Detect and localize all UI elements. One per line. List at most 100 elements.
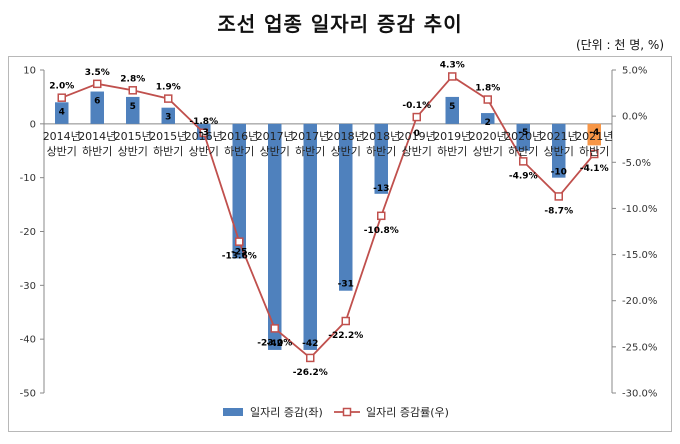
- bar: [268, 123, 282, 350]
- rate-line: [61, 75, 595, 360]
- bar: [374, 123, 388, 194]
- x-tick-label-year: 2017년: [256, 130, 294, 143]
- x-tick-label-half: 상반기: [402, 145, 432, 158]
- rate-value-label: -4.1%: [580, 164, 609, 174]
- x-tick-label-half: 상반기: [260, 145, 290, 158]
- y-left-tick-label: -10: [20, 173, 36, 184]
- x-tick-label-half: 하반기: [437, 144, 467, 158]
- rate-value-label: -22.2%: [328, 331, 363, 341]
- x-tick-label-half: 하반기: [295, 144, 325, 158]
- bar-value-label: -5: [518, 128, 528, 138]
- rate-value-label: -23.0%: [257, 338, 292, 348]
- x-tick-label-half: 하반기: [153, 144, 183, 158]
- x-tick-label-year: 2020년: [469, 130, 507, 143]
- rate-value-label: -10.8%: [364, 226, 399, 236]
- rate-marker: [448, 72, 457, 81]
- rate-value-label: -13.6%: [222, 252, 257, 262]
- rate-marker: [341, 316, 350, 326]
- x-tick-label-half: 상반기: [47, 145, 77, 158]
- x-tick-label-half: 하반기: [366, 144, 396, 158]
- bar-value-label: 5: [130, 102, 136, 112]
- y-left-tick-label: 10: [23, 66, 36, 77]
- rate-marker: [554, 192, 563, 201]
- legend-bar-swatch: [223, 408, 243, 416]
- bar: [445, 96, 459, 124]
- rate-marker: [164, 94, 173, 103]
- bar-value-label: -25: [231, 247, 247, 257]
- x-tick-label-half: 상반기: [331, 145, 361, 158]
- y-right-tick-label: -10.0%: [622, 204, 657, 215]
- x-tick-label-year: 2019년: [433, 130, 471, 143]
- bar: [303, 123, 317, 350]
- rate-marker: [199, 128, 208, 138]
- y-right-tick-label: -15.0%: [622, 250, 657, 261]
- bar-value-label: 4: [59, 107, 65, 117]
- x-tick-label-year: 2017년: [291, 130, 329, 143]
- y-right-tick-label: -25.0%: [622, 342, 657, 353]
- y-left-tick-label: -30: [20, 281, 36, 292]
- x-tick-label-half: 하반기: [579, 144, 609, 158]
- bar-value-label: -42: [267, 339, 283, 349]
- bar-value-label: 5: [449, 102, 455, 112]
- y-left-tick-label: -20: [20, 227, 36, 238]
- bar-value-label: 6: [94, 97, 100, 107]
- x-tick-label-half: 하반기: [82, 144, 112, 158]
- rate-value-label: 2.0%: [49, 82, 74, 92]
- x-tick-label-year: 2016년: [185, 130, 223, 143]
- y-left-tick-label: -40: [20, 335, 36, 346]
- x-tick-label-year: 2018년: [362, 130, 400, 143]
- x-tick-label-year: 2021년: [575, 130, 613, 143]
- y-left-tick-label: -50: [20, 389, 36, 400]
- rate-marker: [590, 149, 599, 159]
- x-tick-label-year: 2018년: [327, 130, 365, 143]
- x-tick-label-year: 2014년: [78, 130, 116, 143]
- rate-marker: [235, 237, 244, 246]
- rate-value-label: -0.1%: [402, 101, 431, 111]
- rate-marker: [93, 79, 102, 89]
- x-tick-label-half: 상반기: [473, 145, 503, 158]
- bar-value-label: 0: [414, 129, 420, 139]
- rate-value-label: 1.9%: [156, 83, 181, 93]
- bars-layer: [55, 91, 601, 350]
- bar-value-label: -3: [199, 128, 209, 138]
- bar-value-label: -13: [373, 184, 389, 194]
- rate-marker: [128, 86, 137, 95]
- bar: [516, 123, 530, 151]
- rate-value-label: -1.8%: [189, 117, 218, 127]
- unit-label: (단위 : 천 명, %): [575, 38, 664, 52]
- legend-bar-label: 일자리 증감(좌): [250, 405, 323, 419]
- x-tick-label-half: 하반기: [508, 144, 538, 158]
- axes-layer: 100-10-20-30-40-505.0%0.0%-5.0%-10.0%-15…: [20, 66, 658, 400]
- rate-value-label: 3.5%: [85, 68, 110, 78]
- rate-value-label: 4.3%: [440, 60, 465, 70]
- chart-frame: [8, 56, 672, 432]
- rate-marker: [412, 112, 421, 122]
- bar: [161, 107, 175, 124]
- bar: [481, 113, 495, 124]
- x-tick-label-year: 2014년: [43, 130, 81, 143]
- bar-value-label: 2: [485, 118, 491, 128]
- rate-value-label: -8.7%: [544, 206, 573, 216]
- bar: [126, 96, 140, 124]
- x-tick-label-year: 2016년: [220, 130, 258, 143]
- x-tick-label-year: 2015년: [149, 130, 187, 143]
- legend-line-label: 일자리 증감률(우): [366, 405, 449, 419]
- x-tick-label-half: 하반기: [224, 144, 254, 158]
- rate-value-label: -4.9%: [509, 171, 538, 181]
- x-tick-label-half: 상반기: [189, 145, 219, 158]
- x-tick-label-year: 2021년: [540, 130, 578, 143]
- y-right-tick-label: -5.0%: [622, 158, 651, 169]
- line-layer: [57, 72, 599, 363]
- rate-marker: [483, 95, 492, 104]
- bar: [90, 91, 104, 124]
- bar-value-label: -31: [338, 280, 354, 290]
- bar: [587, 123, 601, 146]
- rate-marker: [57, 93, 66, 102]
- bar: [232, 123, 246, 259]
- bar-value-label: -10: [551, 168, 567, 178]
- legend-line-marker: [342, 407, 352, 417]
- bar: [552, 123, 566, 178]
- x-tick-label-year: 2015년: [114, 130, 152, 143]
- rate-marker: [270, 324, 279, 333]
